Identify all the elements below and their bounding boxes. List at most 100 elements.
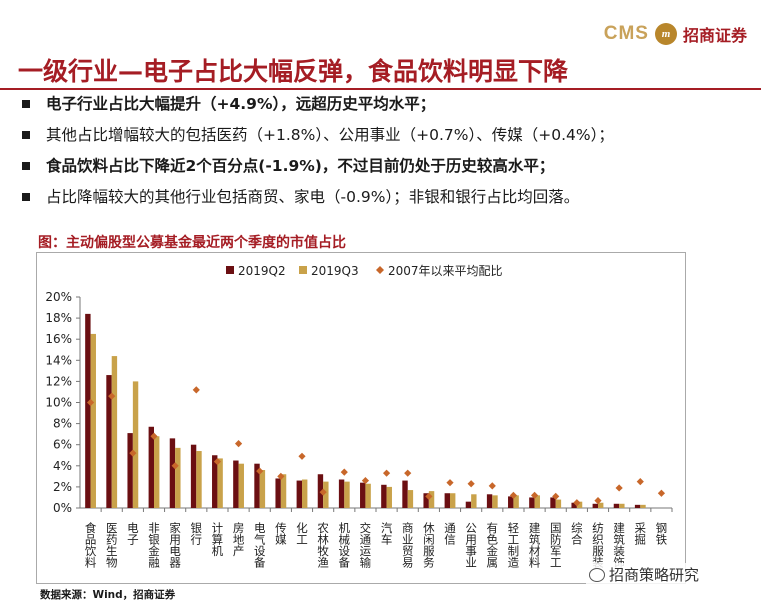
bar-2019q2 <box>465 501 472 508</box>
bullet-square-icon <box>22 100 30 108</box>
x-tick-label: 有色金属 <box>485 521 499 569</box>
bar-2019q2 <box>444 493 450 508</box>
bullet-square-icon <box>22 193 30 201</box>
avg-marker <box>298 452 306 460</box>
bar-2019q3 <box>513 495 519 508</box>
y-tick-label: 2% <box>53 480 72 494</box>
x-tick-label: 计算机 <box>210 522 224 557</box>
bar-2019q3 <box>555 499 562 508</box>
y-tick-label: 0% <box>53 501 72 515</box>
bar-2019q2 <box>423 493 429 508</box>
x-tick-label: 家用电器 <box>168 521 182 569</box>
bar-2019q2 <box>233 460 239 508</box>
bar-2019q2 <box>402 480 408 508</box>
bar-2019q3 <box>175 447 181 508</box>
bar-2019q2 <box>550 497 556 508</box>
avg-marker <box>594 497 602 505</box>
bar-2019q3 <box>619 503 625 508</box>
y-tick-label: 14% <box>45 353 72 367</box>
bar-2019q2 <box>381 484 387 508</box>
x-tick-label: 房地产 <box>232 522 246 557</box>
bar-2019q2 <box>508 496 514 508</box>
x-tick-label: 传媒 <box>274 521 288 546</box>
x-tick-label: 国防军工 <box>549 522 563 568</box>
avg-marker <box>636 478 644 486</box>
brand-logo: CMS m 招商证券 <box>604 22 747 46</box>
bar-2019q3 <box>598 502 604 508</box>
logo-company-name: 招商证券 <box>682 26 747 45</box>
bar-2019q3 <box>640 504 646 508</box>
avg-marker <box>467 480 475 488</box>
bar-2019q2 <box>148 426 154 508</box>
bar-2019q3 <box>111 356 118 508</box>
bar-2019q3 <box>259 470 266 508</box>
avg-marker <box>256 467 264 475</box>
bar-2019q2 <box>296 480 302 508</box>
bar-2019q2 <box>85 313 91 508</box>
bar-2019q3 <box>302 479 308 508</box>
bullet-text: 其他占比增幅较大的包括医药（+1.8%）、公用事业（+0.7%）、传媒（+0.4… <box>46 126 614 144</box>
x-tick-label: 采掘 <box>633 522 647 546</box>
avg-marker <box>361 476 370 485</box>
x-tick-label: 银行 <box>189 521 203 546</box>
slide-title: 一级行业—电子占比大幅反弹，食品饮料明显下降 <box>18 57 569 86</box>
avg-marker <box>573 499 581 507</box>
bar-2019q2 <box>212 455 218 508</box>
x-tick-label: 通信 <box>443 522 457 546</box>
y-tick-label: 8% <box>53 417 72 431</box>
bar-2019q3 <box>534 495 540 508</box>
y-tick-label: 10% <box>45 396 72 410</box>
bar-2019q3 <box>365 483 371 508</box>
bar-2019q2 <box>190 444 197 508</box>
bullet-item: 其他占比增幅较大的包括医药（+1.8%）、公用事业（+0.7%）、传媒（+0.4… <box>22 125 757 156</box>
bar-2019q2 <box>613 503 620 508</box>
bar-2019q2 <box>571 502 577 508</box>
x-tick-label: 轻工制造 <box>506 521 520 568</box>
x-tick-label: 医药生物 <box>105 522 119 568</box>
x-tick-label: 公用事业 <box>464 522 478 568</box>
bar-2019q2 <box>127 433 133 508</box>
avg-marker <box>425 492 433 500</box>
avg-marker <box>382 469 391 477</box>
x-tick-label: 休闲服务 <box>422 522 436 568</box>
legend-item-average: 2007年以来平均配比 <box>388 264 503 278</box>
x-tick-label: 机械设备 <box>337 521 351 569</box>
legend-swatch <box>226 266 234 274</box>
bar-2019q3 <box>492 495 498 508</box>
avg-marker <box>86 398 95 407</box>
avg-marker <box>488 482 496 490</box>
bar-2019q3 <box>428 491 435 508</box>
x-tick-label: 非银金融 <box>147 522 161 569</box>
bar-2019q2 <box>592 503 598 508</box>
bar-2019q2 <box>317 474 324 508</box>
avg-marker <box>234 440 243 448</box>
legend-swatch <box>299 266 307 274</box>
x-tick-label: 农林牧渔 <box>316 521 330 569</box>
bar-2019q3 <box>90 333 96 508</box>
legend-item-2019q2: 2019Q2 <box>238 264 286 278</box>
y-tick-label: 4% <box>53 459 72 473</box>
x-tick-label: 化工 <box>295 521 309 545</box>
bullet-square-icon <box>22 131 30 139</box>
avg-marker <box>552 492 560 500</box>
x-tick-label: 电气设备 <box>253 522 267 569</box>
avg-marker <box>404 469 412 477</box>
x-tick-label: 建筑装饰 <box>612 521 626 568</box>
x-tick-label: 建筑材料 <box>528 521 542 569</box>
bar-2019q2 <box>486 494 493 508</box>
x-tick-label: 综合 <box>570 521 584 545</box>
x-tick-label: 纺织服装 <box>591 521 605 569</box>
bar-2019q2 <box>169 438 176 508</box>
chart-title: 图：主动偏股型公募基金最近两个季度的市值占比 <box>38 235 346 251</box>
bar-2019q3 <box>280 474 287 508</box>
bullet-text: 食品饮料占比下降近2个百分点(-1.9%)，不过目前仍处于历史较高水平； <box>46 157 555 175</box>
avg-marker <box>213 457 222 466</box>
bar-2019q3 <box>344 481 350 508</box>
y-tick-label: 16% <box>45 332 72 346</box>
avg-marker <box>171 462 179 470</box>
avg-marker <box>657 489 666 497</box>
bar-2019q3 <box>471 494 477 508</box>
y-tick-label: 18% <box>45 311 72 325</box>
x-tick-label: 钢铁 <box>654 522 668 545</box>
